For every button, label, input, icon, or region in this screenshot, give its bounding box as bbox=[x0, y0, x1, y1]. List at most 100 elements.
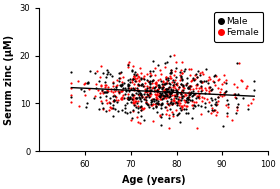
Point bbox=[85, 82, 89, 85]
Point bbox=[212, 74, 217, 77]
Point bbox=[126, 63, 130, 66]
Point bbox=[195, 75, 199, 78]
Point bbox=[162, 91, 167, 94]
Point bbox=[163, 88, 168, 91]
Point bbox=[194, 94, 199, 97]
Point bbox=[196, 104, 201, 107]
Point bbox=[134, 105, 139, 108]
Point bbox=[113, 108, 117, 111]
Point bbox=[184, 83, 188, 86]
Point bbox=[125, 97, 130, 100]
Point bbox=[187, 84, 192, 87]
Point bbox=[119, 109, 124, 112]
Point bbox=[139, 108, 143, 111]
Point bbox=[191, 107, 195, 110]
Point bbox=[163, 95, 167, 98]
Point bbox=[214, 74, 218, 77]
Point bbox=[120, 86, 125, 89]
Point bbox=[109, 88, 114, 91]
Point bbox=[155, 83, 160, 86]
Point bbox=[155, 87, 160, 90]
Point bbox=[210, 99, 214, 102]
Point bbox=[129, 119, 133, 122]
Point bbox=[164, 88, 169, 91]
Point bbox=[143, 88, 147, 91]
Point bbox=[125, 101, 129, 104]
Point bbox=[117, 80, 121, 83]
Point bbox=[137, 98, 142, 101]
Point bbox=[147, 90, 152, 93]
Point bbox=[153, 102, 158, 105]
Point bbox=[198, 71, 202, 74]
Point bbox=[160, 80, 165, 83]
Point bbox=[145, 91, 150, 94]
Point bbox=[147, 81, 151, 84]
Point bbox=[145, 88, 150, 91]
Point bbox=[157, 92, 162, 95]
Point bbox=[102, 81, 107, 84]
Point bbox=[150, 79, 155, 82]
Point bbox=[218, 94, 222, 97]
Point bbox=[139, 77, 143, 80]
Point bbox=[186, 96, 191, 99]
Point bbox=[154, 80, 158, 83]
Point bbox=[155, 111, 160, 114]
Point bbox=[165, 60, 169, 64]
Point bbox=[139, 115, 143, 118]
Point bbox=[133, 96, 138, 99]
Point bbox=[176, 100, 181, 103]
Point bbox=[174, 81, 179, 84]
Point bbox=[170, 93, 174, 96]
Point bbox=[162, 89, 167, 92]
Point bbox=[173, 95, 177, 98]
Point bbox=[151, 70, 155, 73]
Point bbox=[168, 85, 173, 88]
Point bbox=[164, 94, 169, 98]
Point bbox=[187, 87, 192, 90]
Point bbox=[178, 101, 182, 104]
Point bbox=[137, 96, 141, 99]
Point bbox=[223, 78, 228, 81]
Point bbox=[149, 100, 153, 103]
Point bbox=[147, 85, 151, 88]
Point bbox=[198, 90, 203, 93]
Point bbox=[157, 94, 162, 97]
Point bbox=[164, 92, 168, 95]
Point bbox=[177, 85, 181, 88]
Point bbox=[232, 82, 236, 85]
Point bbox=[139, 78, 143, 81]
Point bbox=[101, 106, 105, 109]
Point bbox=[142, 106, 146, 109]
Point bbox=[132, 72, 137, 75]
Point bbox=[130, 69, 135, 72]
Point bbox=[194, 101, 199, 104]
Point bbox=[145, 87, 149, 90]
Point bbox=[147, 82, 152, 85]
Point bbox=[144, 88, 149, 91]
Point bbox=[78, 88, 83, 91]
Point bbox=[169, 98, 173, 101]
Point bbox=[206, 109, 210, 112]
Point bbox=[120, 81, 124, 84]
Point bbox=[192, 92, 196, 95]
Point bbox=[200, 81, 204, 84]
Point bbox=[234, 111, 239, 114]
Point bbox=[140, 108, 145, 111]
Point bbox=[123, 106, 128, 109]
Point bbox=[164, 94, 169, 97]
Point bbox=[163, 83, 167, 86]
Point bbox=[144, 100, 149, 103]
Point bbox=[164, 77, 169, 80]
Point bbox=[197, 86, 201, 89]
Point bbox=[119, 98, 124, 101]
Point bbox=[137, 79, 141, 82]
Point bbox=[145, 94, 150, 97]
Point bbox=[153, 89, 157, 92]
Point bbox=[104, 94, 108, 97]
Point bbox=[119, 70, 123, 74]
Point bbox=[169, 69, 173, 72]
Point bbox=[179, 82, 183, 85]
Point bbox=[118, 90, 123, 93]
Point bbox=[102, 85, 107, 88]
Point bbox=[128, 95, 133, 98]
